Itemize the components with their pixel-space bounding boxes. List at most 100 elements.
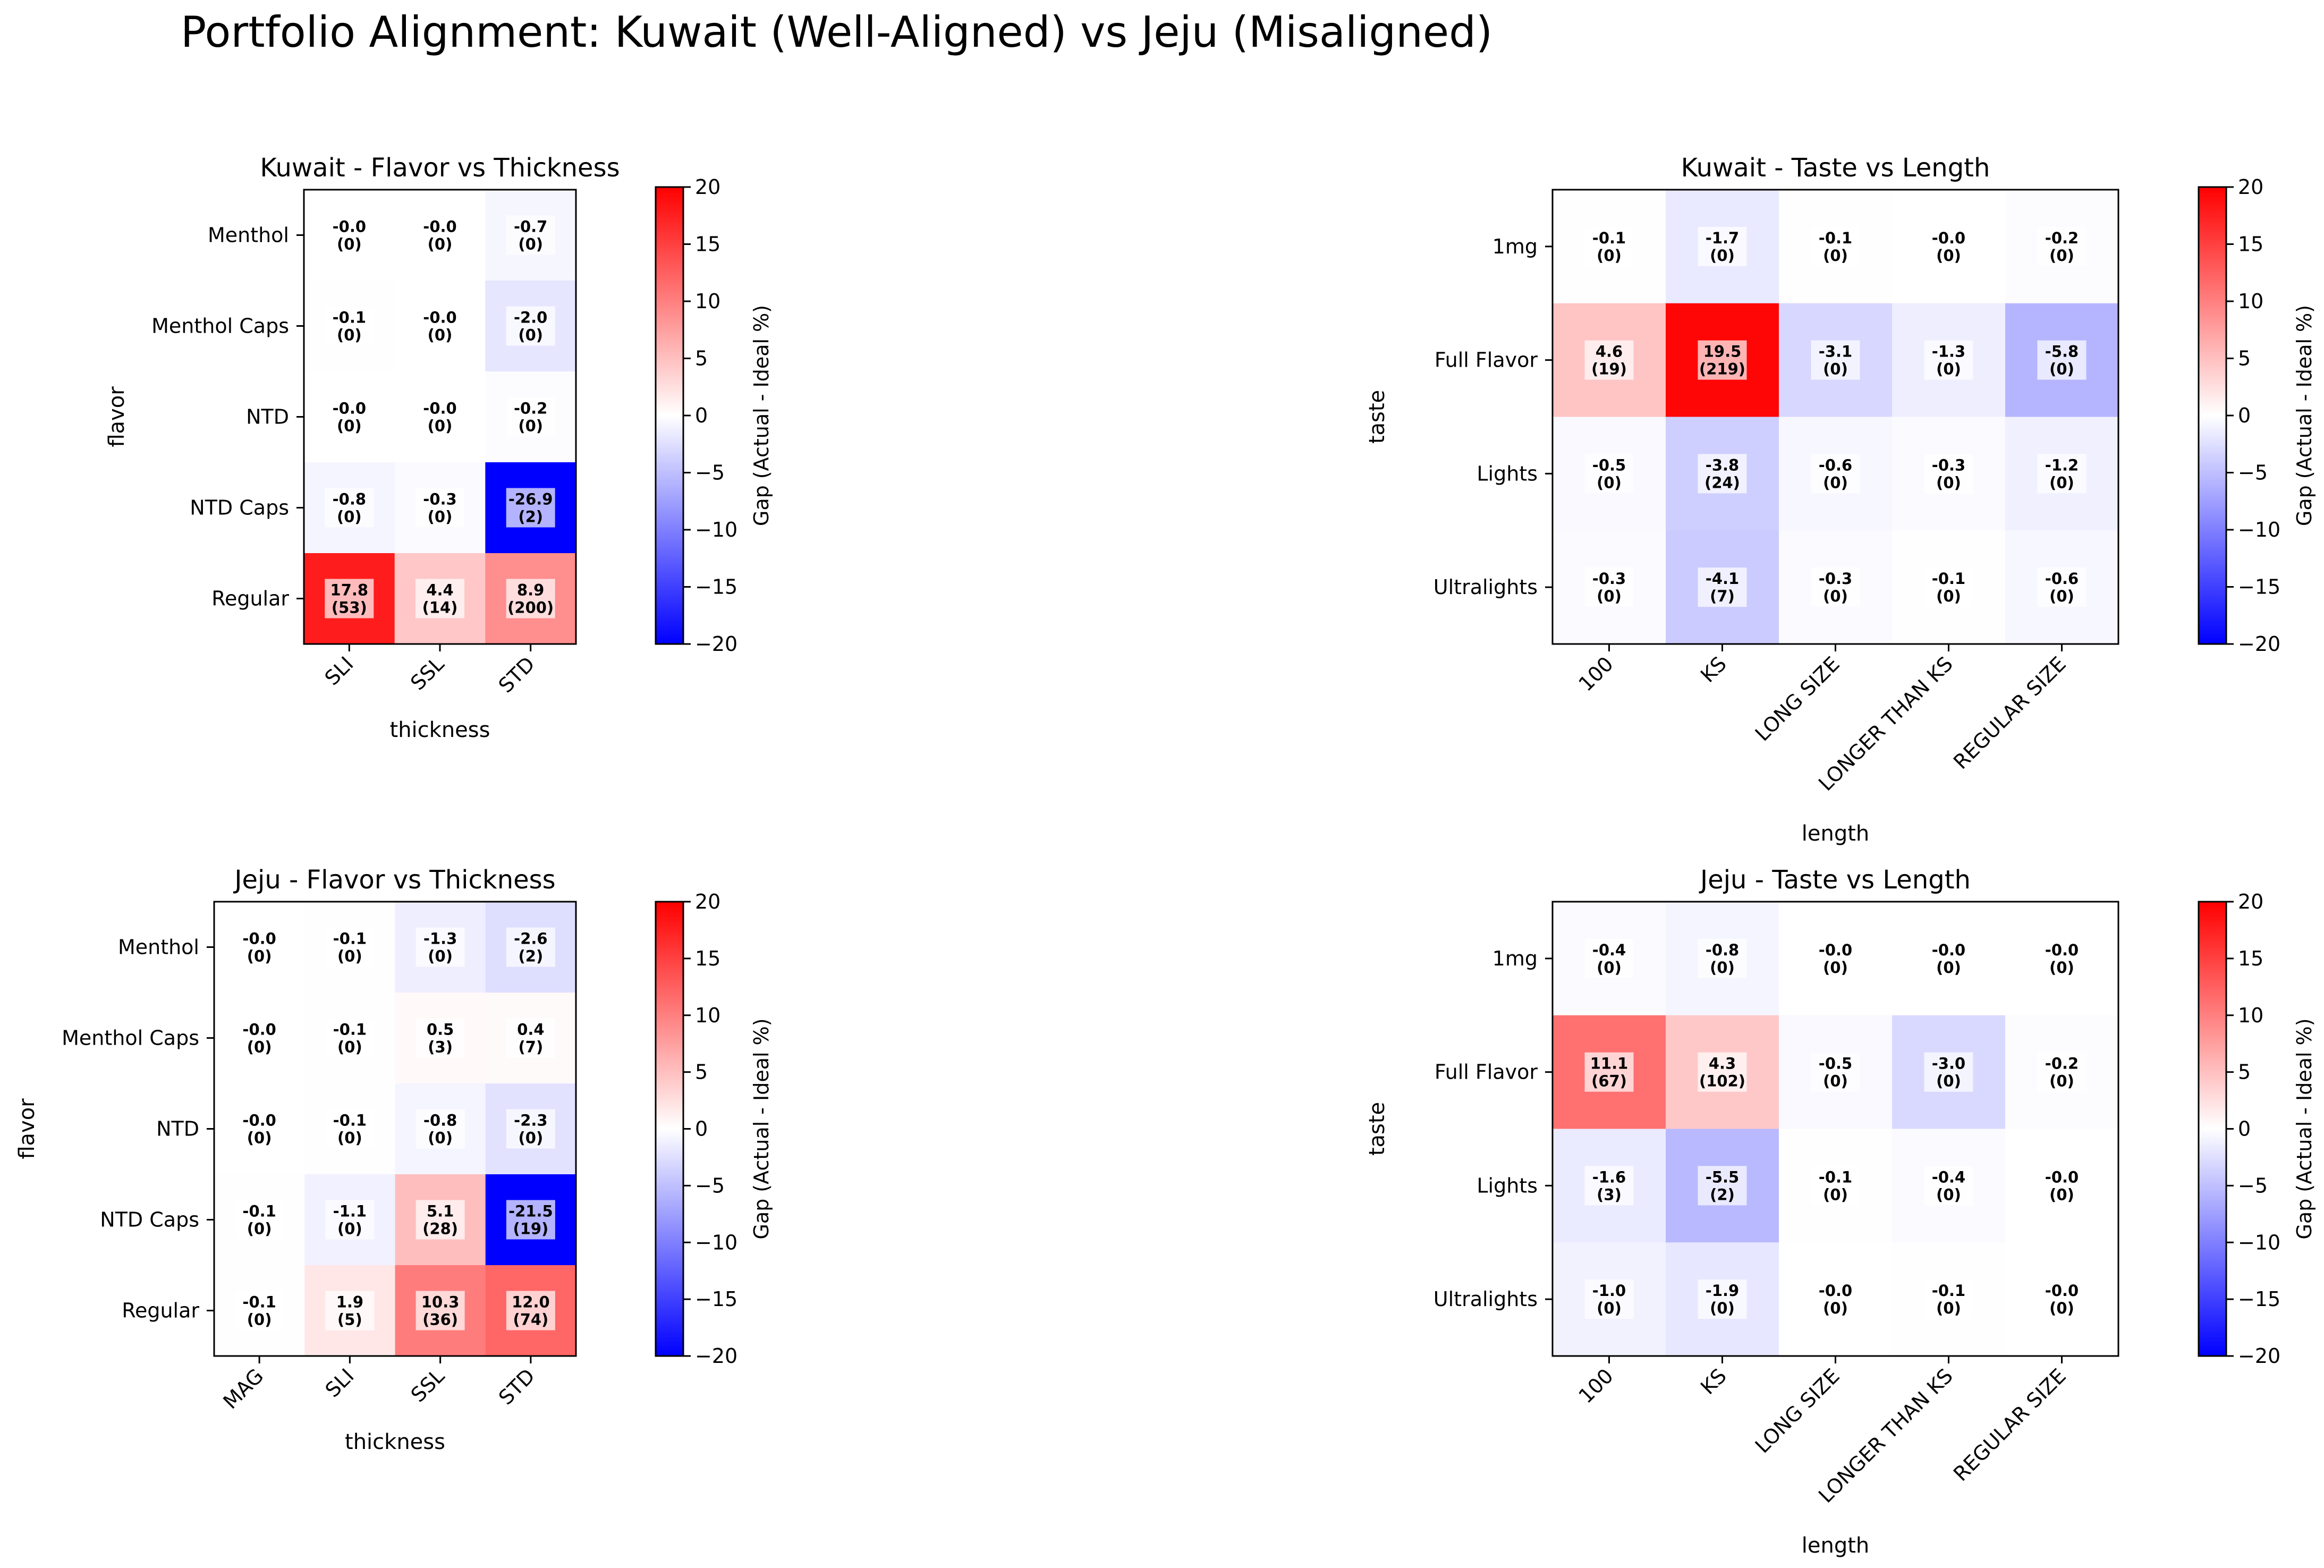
cell-label-bg [1924, 454, 1973, 494]
cell-value-label: -0.0 [1819, 1282, 1852, 1300]
colorbar-tick-label: 10 [2238, 1004, 2263, 1027]
cell-value-label: -0.0 [1932, 229, 1965, 247]
cell-label-bg [1698, 226, 1747, 266]
cell-value-label: -4.1 [1706, 570, 1739, 588]
y-axis-label: taste [1365, 1102, 1389, 1156]
cell-value-label: -5.8 [2045, 343, 2079, 361]
cell-count-label: (0) [1823, 959, 1848, 977]
x-tick-label: STD [494, 1364, 539, 1409]
x-tick-label: KS [1696, 1364, 1731, 1399]
cell-label-bg [325, 1200, 375, 1240]
cell-count-label: (19) [513, 1220, 548, 1238]
cell-value-label: -5.5 [1706, 1168, 1739, 1186]
cell-value-label: -1.3 [423, 930, 457, 948]
cell-count-label: (3) [1597, 1185, 1622, 1203]
cell-label-bg [2037, 938, 2086, 978]
figure-title: Portfolio Alignment: Kuwait (Well-Aligne… [181, 7, 1492, 57]
y-tick-label: 1mg [1492, 947, 1538, 970]
cell-count-label: (0) [1710, 247, 1735, 265]
cell-value-label: -0.3 [423, 490, 456, 508]
colorbar-tick-label: 5 [2238, 1061, 2251, 1084]
cell-labels: -0.4(0)-0.8(0)-0.0(0)-0.0(0)-0.0(0)11.1(… [1584, 938, 2086, 1319]
cell-label-bg [1924, 1166, 1973, 1206]
y-axis-label: taste [1365, 390, 1389, 444]
cell-value-label: 19.5 [1703, 343, 1742, 361]
y-tick-label: NTD [156, 1117, 199, 1141]
cell-count-label: (36) [422, 1311, 458, 1329]
cell-count-label: (0) [2049, 247, 2074, 265]
colorbar-gradient [2198, 901, 2227, 1357]
cell-label-bg [1698, 1166, 1747, 1206]
cell-label-bg [2037, 567, 2086, 607]
colorbar-tick-label: −10 [695, 1231, 737, 1254]
cell-value-label: -0.6 [2045, 570, 2079, 588]
cell-value-label: -0.1 [1932, 570, 1965, 588]
cell-count-label: (0) [1710, 959, 1735, 977]
x-axis-label: length [1802, 821, 1870, 846]
cell-label-bg [2037, 340, 2086, 380]
cell-count-label: (0) [1823, 1299, 1848, 1317]
cell-label-bg [1811, 454, 1860, 494]
cell-value-label: -0.6 [1819, 456, 1852, 474]
colorbar-tick-label: −5 [695, 461, 725, 485]
cell-value-label: -1.1 [333, 1202, 367, 1221]
x-tick-label: SSL [406, 652, 448, 694]
colorbar: −20 −15 −10 −5 0 5 10 15 20 Gap (Actual - Ideal %… [2198, 175, 2316, 656]
y-axis-label: flavor [15, 1098, 39, 1159]
cell-value-label: -1.3 [1932, 343, 1965, 361]
cell-count-label: (0) [1597, 247, 1622, 265]
cell-label-bg [325, 306, 374, 346]
cell-value-label: -0.8 [333, 490, 366, 508]
cell-count-label: (24) [1704, 473, 1740, 491]
cell-count-label: (0) [2049, 473, 2074, 491]
cell-label-bg [325, 579, 374, 618]
cell-value-label: -3.0 [1932, 1055, 1965, 1073]
x-tick-label: REGULAR SIZE [1949, 652, 2071, 774]
cell-value-label: -3.8 [1706, 456, 1739, 474]
colorbar-tick-label: 0 [2238, 404, 2251, 427]
colorbar-gradient [2198, 186, 2227, 645]
cell-count-label: (0) [1936, 247, 1961, 265]
cell-label-bg [325, 1018, 375, 1058]
cell-count-label: (0) [337, 1038, 362, 1056]
cell-value-label: -0.0 [242, 1112, 276, 1130]
cell-count-label: (0) [1823, 247, 1848, 265]
cell-value-label: -0.0 [242, 1021, 276, 1039]
cell-label-bg [1811, 567, 1860, 607]
cell-label-bg [1811, 1052, 1860, 1092]
panel-title: Jeju - Taste vs Length [1699, 865, 1971, 895]
cell-value-label: 10.3 [421, 1293, 460, 1311]
cell-value-label: -0.8 [423, 1112, 457, 1130]
colorbar-tick-label: −5 [695, 1174, 725, 1197]
cell-label-bg [1584, 454, 1634, 494]
cell-value-label: -0.1 [333, 309, 366, 327]
cell-count-label: (0) [1710, 1299, 1735, 1317]
colorbar-tick-label: 20 [695, 890, 720, 913]
cell-label-bg [325, 927, 375, 967]
cell-value-label: -0.0 [2045, 941, 2079, 959]
cell-count-label: (74) [513, 1311, 548, 1329]
cell-value-label: -0.1 [1592, 229, 1626, 247]
cell-value-label: -0.2 [2045, 1055, 2079, 1073]
cell-count-label: (0) [428, 417, 453, 435]
cell-label-bg [325, 1109, 375, 1149]
cell-value-label: -1.2 [2045, 456, 2079, 474]
colorbar-tick-label: 20 [2238, 175, 2263, 199]
cell-value-label: -0.0 [2045, 1168, 2079, 1186]
colorbar-label: Gap (Actual - Ideal %) [750, 305, 773, 526]
cell-label-bg [1811, 1279, 1860, 1319]
cell-label-bg [1584, 938, 1634, 978]
cell-value-label: -1.6 [1592, 1168, 1626, 1186]
cell-value-label: -0.0 [423, 400, 456, 418]
heatmap-panel-1: Kuwait - Flavor vs Thickness-0.0(0)-0.0(… [105, 153, 773, 742]
heatmap-panel-3: Jeju - Flavor vs Thickness-0.0(0)-0.1(0)… [15, 865, 773, 1454]
cell-label-bg [1698, 567, 1747, 607]
cell-value-label: 5.1 [427, 1202, 454, 1221]
cell-label-bg [235, 1291, 284, 1330]
cell-value-label: -21.5 [508, 1202, 553, 1221]
colorbar: −20 −15 −10 −5 0 5 10 15 20 Gap (Actual - Ideal %… [2198, 890, 2316, 1368]
cell-label-bg [506, 488, 555, 528]
cell-count-label: (5) [337, 1311, 362, 1329]
colorbar-tick-label: −20 [2238, 632, 2280, 656]
